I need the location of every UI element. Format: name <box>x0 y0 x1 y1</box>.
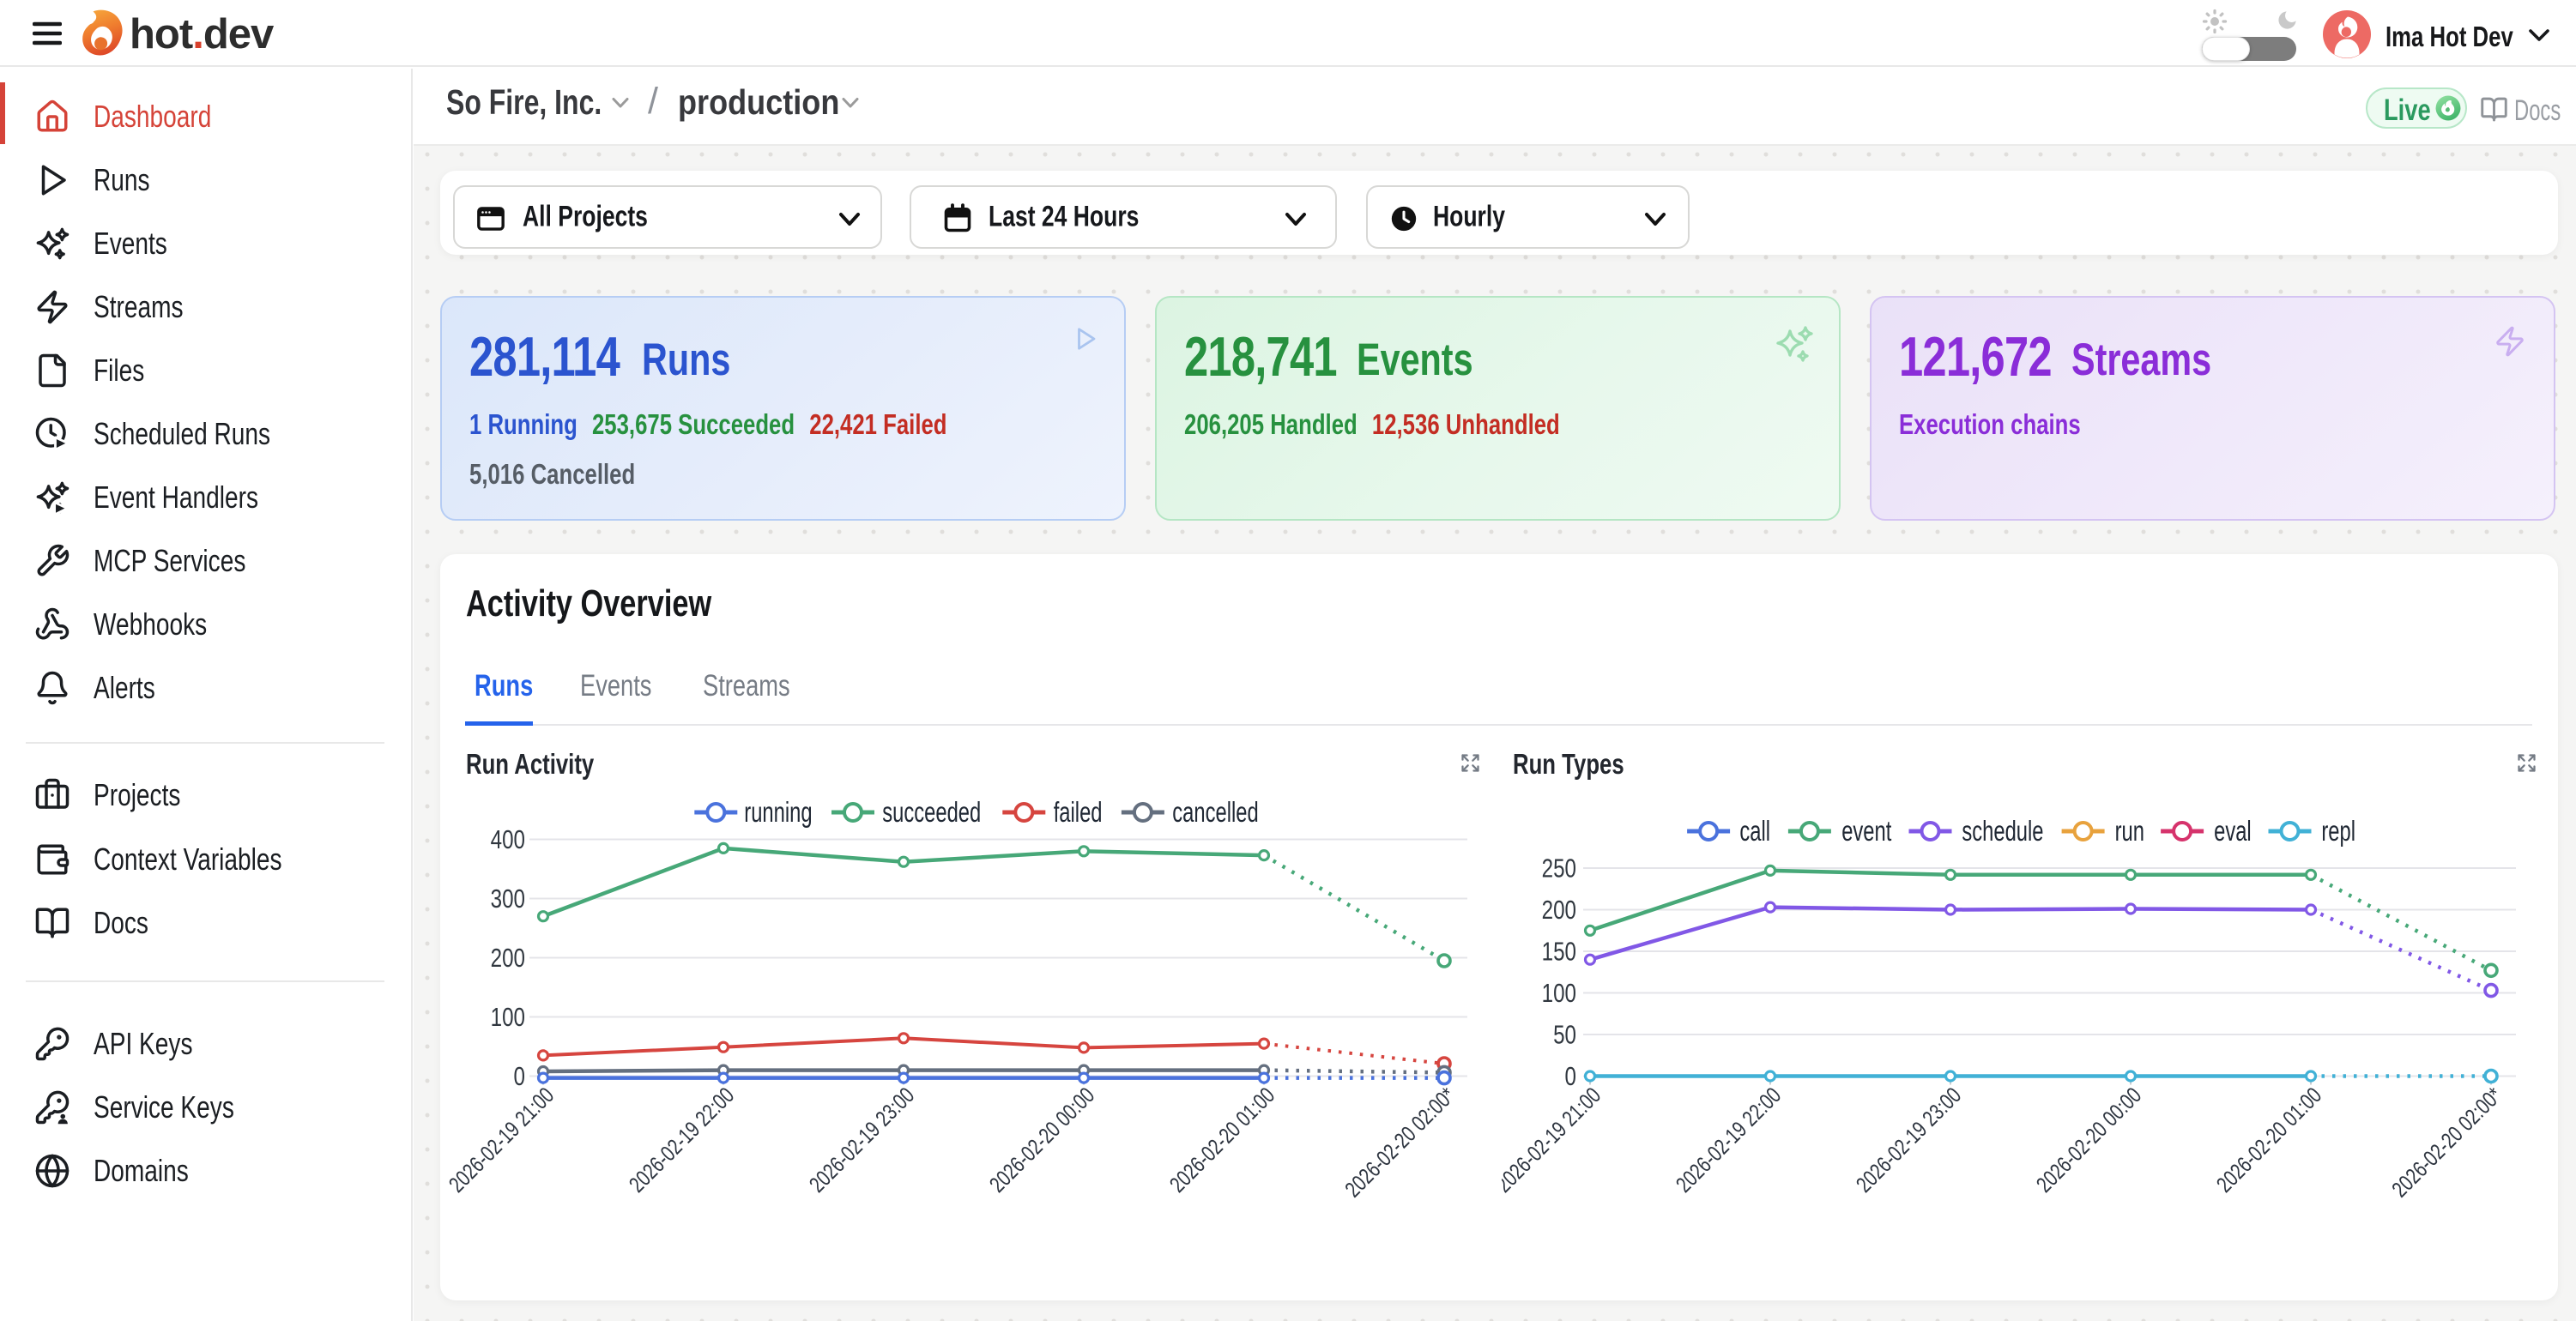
svg-text:2026-02-19 21:00: 2026-02-19 21:00 <box>1502 1083 1605 1197</box>
svg-text:100: 100 <box>1542 978 1576 1008</box>
svg-text:succeeded: succeeded <box>882 797 981 829</box>
svg-text:300: 300 <box>491 884 525 914</box>
svg-text:2026-02-19 23:00: 2026-02-19 23:00 <box>1851 1083 1966 1197</box>
svg-text:2026-02-19 22:00: 2026-02-19 22:00 <box>624 1083 739 1197</box>
svg-text:2026-02-19 21:00: 2026-02-19 21:00 <box>444 1083 559 1197</box>
svg-text:cancelled: cancelled <box>1172 797 1258 829</box>
svg-text:50: 50 <box>1553 1020 1576 1050</box>
svg-text:2026-02-20 01:00: 2026-02-20 01:00 <box>1164 1083 1279 1197</box>
svg-text:event: event <box>1841 816 1891 847</box>
svg-text:200: 200 <box>491 943 525 973</box>
svg-text:100: 100 <box>491 1002 525 1032</box>
svg-text:2026-02-20 02:00*: 2026-02-20 02:00* <box>2387 1083 2506 1202</box>
svg-text:schedule: schedule <box>1962 816 2043 847</box>
svg-text:repl: repl <box>2321 816 2355 847</box>
svg-text:0: 0 <box>1565 1061 1576 1091</box>
svg-text:2026-02-20 00:00: 2026-02-20 00:00 <box>984 1083 1099 1197</box>
svg-text:failed: failed <box>1054 797 1103 829</box>
svg-text:150: 150 <box>1542 937 1576 967</box>
svg-text:run: run <box>2115 816 2144 847</box>
svg-text:2026-02-20 01:00: 2026-02-20 01:00 <box>2211 1083 2326 1197</box>
svg-text:running: running <box>744 797 812 829</box>
svg-text:200: 200 <box>1542 895 1576 925</box>
svg-text:2026-02-20 00:00: 2026-02-20 00:00 <box>2031 1083 2146 1197</box>
svg-text:400: 400 <box>491 824 525 854</box>
svg-text:2026-02-19 23:00: 2026-02-19 23:00 <box>804 1083 919 1197</box>
svg-text:2026-02-19 22:00: 2026-02-19 22:00 <box>1671 1083 1786 1197</box>
svg-text:0: 0 <box>514 1061 525 1091</box>
svg-text:call: call <box>1739 816 1770 847</box>
svg-text:250: 250 <box>1542 854 1576 884</box>
svg-text:2026-02-20 02:00*: 2026-02-20 02:00* <box>1340 1083 1460 1202</box>
svg-text:eval: eval <box>2214 816 2252 847</box>
